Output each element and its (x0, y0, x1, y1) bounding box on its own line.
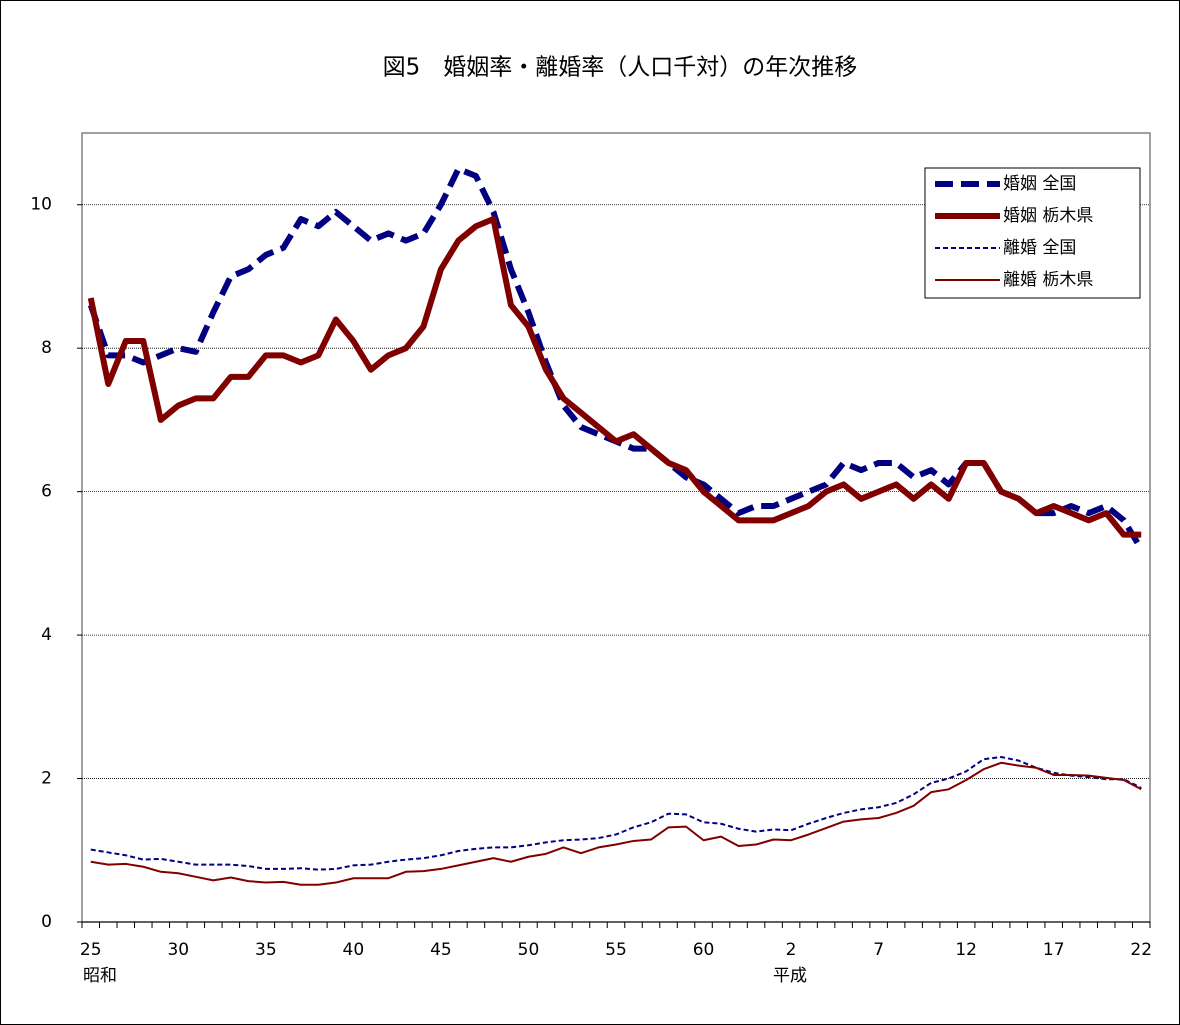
x-tick-label: 17 (1043, 940, 1065, 960)
legend-label: 離婚 栃木県 (1003, 270, 1093, 290)
x-tick-label: 22 (1130, 940, 1152, 960)
chart-title: 図5 婚姻率・離婚率（人口千対）の年次推移 (383, 55, 858, 81)
era-label: 平成 (773, 966, 807, 986)
legend-label: 婚姻 全国 (1003, 174, 1076, 194)
y-tick-label: 8 (41, 338, 52, 358)
x-tick-label: 40 (343, 940, 365, 960)
x-tick-label: 30 (167, 940, 189, 960)
x-tick-label: 25 (80, 940, 102, 960)
x-tick-label: 50 (518, 940, 540, 960)
y-tick-label: 4 (41, 625, 52, 645)
series-line (90, 756, 1142, 871)
era-label: 昭和 (83, 966, 117, 986)
y-tick-label: 10 (30, 195, 52, 215)
x-tick-label: 55 (605, 940, 627, 960)
series-line (90, 761, 1142, 886)
x-tick-label: 7 (873, 940, 884, 960)
legend-label: 離婚 全国 (1003, 238, 1076, 258)
y-tick-label: 2 (41, 769, 52, 789)
x-tick-label: 35 (255, 940, 277, 960)
legend-label: 婚姻 栃木県 (1003, 206, 1093, 226)
x-tick-label: 2 (786, 940, 797, 960)
x-tick-label: 45 (430, 940, 452, 960)
series-line (87, 216, 1142, 538)
legend-box (924, 167, 1141, 299)
y-tick-label: 6 (41, 482, 52, 502)
x-tick-label: 12 (955, 940, 977, 960)
y-tick-label: 0 (41, 912, 52, 932)
x-tick-label: 60 (693, 940, 715, 960)
